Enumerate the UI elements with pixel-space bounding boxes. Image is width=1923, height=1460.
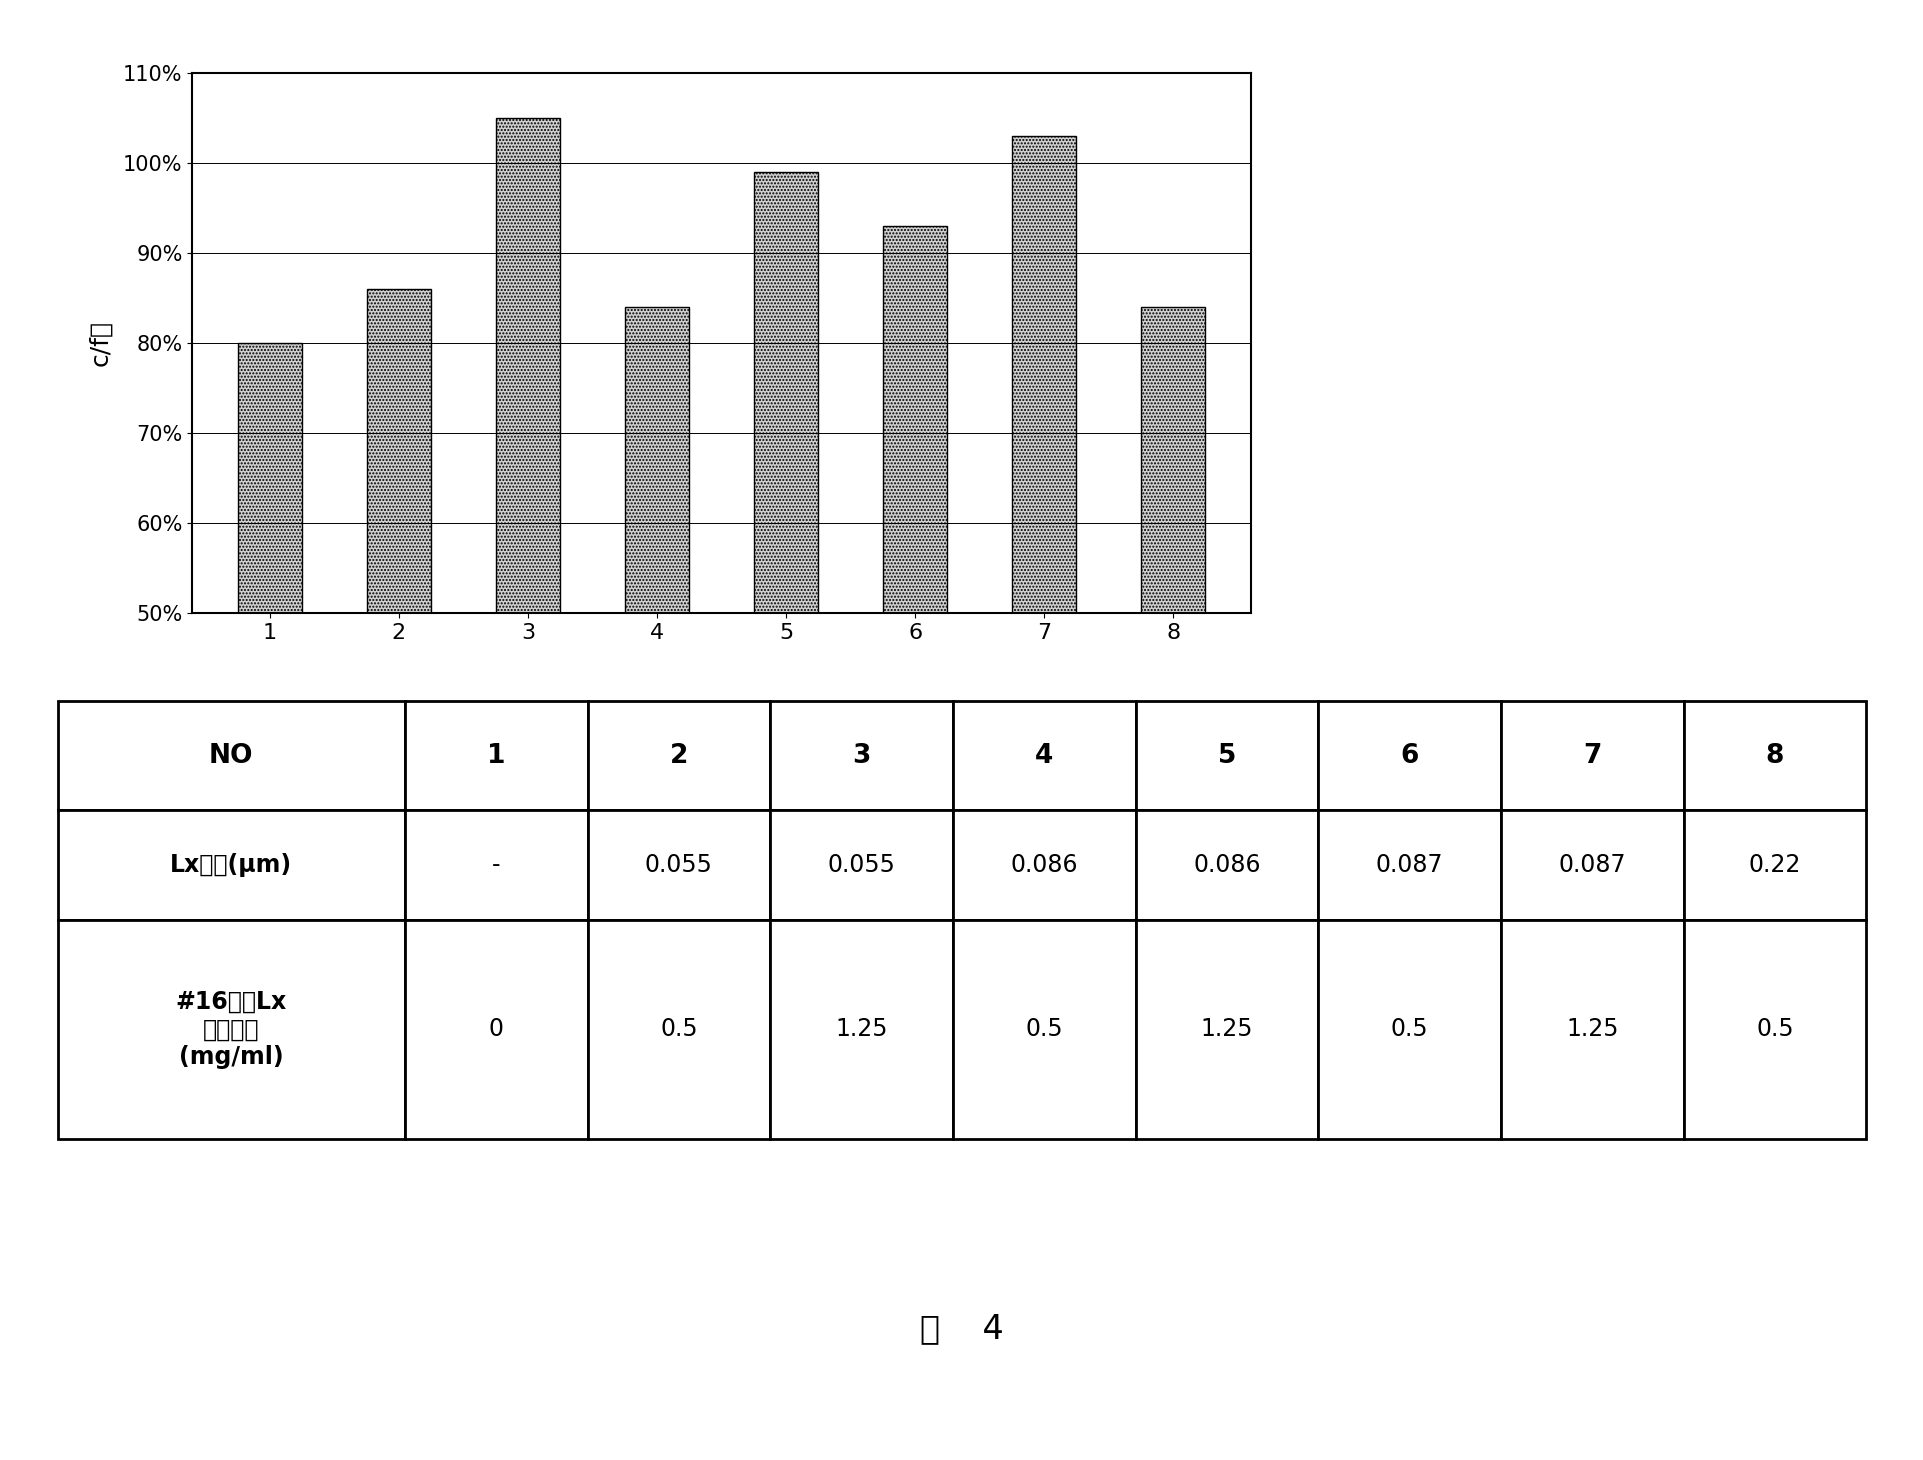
Text: 0.087: 0.087 [1375, 853, 1442, 877]
Bar [1500, 810, 1683, 920]
Bar [952, 701, 1135, 810]
Text: 4: 4 [1035, 743, 1052, 768]
Text: 1.25: 1.25 [1565, 1018, 1617, 1041]
Bar [496, 118, 560, 1063]
Bar [1317, 701, 1500, 810]
Bar [883, 226, 946, 1063]
Text: 1: 1 [487, 743, 506, 768]
Bar [404, 810, 587, 920]
Text: -: - [492, 853, 500, 877]
Bar [1140, 307, 1206, 1063]
Text: 0.22: 0.22 [1748, 853, 1800, 877]
Bar [58, 920, 404, 1139]
Bar [587, 920, 769, 1139]
Bar [952, 920, 1135, 1139]
Text: #16致敏Lx
添加浓度
(mg/ml): #16致敏Lx 添加浓度 (mg/ml) [175, 990, 287, 1069]
Text: 0: 0 [488, 1018, 504, 1041]
Bar [587, 701, 769, 810]
Bar [1683, 920, 1865, 1139]
Text: 3: 3 [852, 743, 871, 768]
Text: 图    4: 图 4 [919, 1313, 1004, 1345]
Text: 1.25: 1.25 [835, 1018, 887, 1041]
Text: 7: 7 [1583, 743, 1600, 768]
Text: 5: 5 [1217, 743, 1235, 768]
Text: 0.5: 0.5 [1756, 1018, 1792, 1041]
Bar [1500, 701, 1683, 810]
Text: 2: 2 [669, 743, 688, 768]
Text: 0.055: 0.055 [827, 853, 894, 877]
Bar [1011, 136, 1075, 1063]
Bar [1135, 920, 1317, 1139]
Bar [404, 920, 587, 1139]
Bar [1500, 920, 1683, 1139]
Text: 0.086: 0.086 [1010, 853, 1077, 877]
Bar [1683, 701, 1865, 810]
Bar [1317, 920, 1500, 1139]
Text: 0.055: 0.055 [644, 853, 712, 877]
Text: 8: 8 [1765, 743, 1783, 768]
Bar [769, 701, 952, 810]
Bar [625, 307, 688, 1063]
Bar [367, 289, 431, 1063]
Bar [404, 701, 587, 810]
Bar [237, 343, 302, 1063]
Y-axis label: c/f比: c/f比 [88, 320, 112, 366]
Bar [754, 172, 817, 1063]
Text: NO: NO [210, 743, 254, 768]
Text: 1.25: 1.25 [1200, 1018, 1252, 1041]
Bar [587, 810, 769, 920]
Text: 6: 6 [1400, 743, 1417, 768]
Bar [58, 810, 404, 920]
Text: 0.5: 0.5 [1390, 1018, 1427, 1041]
Bar [58, 701, 404, 810]
Bar [1135, 810, 1317, 920]
Text: 0.5: 0.5 [1025, 1018, 1063, 1041]
Bar [769, 810, 952, 920]
Text: 0.5: 0.5 [660, 1018, 698, 1041]
Bar [1317, 810, 1500, 920]
Bar [952, 810, 1135, 920]
Text: 0.086: 0.086 [1192, 853, 1260, 877]
Text: Lx尺寸(μm): Lx尺寸(μm) [169, 853, 292, 877]
Bar [1135, 701, 1317, 810]
Bar [1683, 810, 1865, 920]
Bar [769, 920, 952, 1139]
Text: 0.087: 0.087 [1558, 853, 1625, 877]
